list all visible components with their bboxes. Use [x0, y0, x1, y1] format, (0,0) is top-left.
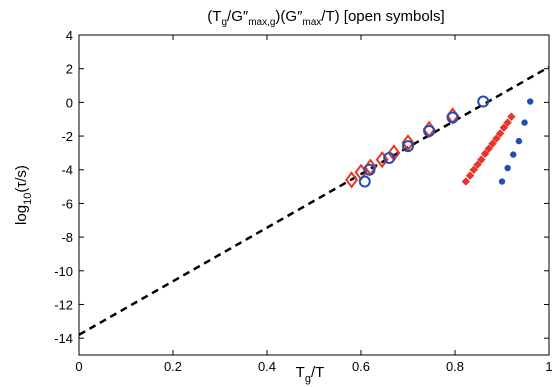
y-tick-label: -8	[61, 230, 73, 245]
y-tick-label: -10	[54, 264, 73, 279]
filled-circle-point	[527, 98, 533, 104]
x-tick-label: 0.2	[164, 359, 182, 374]
plot-area	[79, 35, 549, 355]
y-tick-label: -4	[61, 163, 73, 178]
x-axis-title: Tg/T	[296, 364, 325, 385]
filled-circle-point	[510, 151, 516, 157]
filled-circle-point	[499, 178, 505, 184]
x-tick-label: 0	[75, 359, 82, 374]
x-tick-label: 0.8	[446, 359, 464, 374]
y-axis-title: log10(τ/s)	[13, 165, 34, 225]
y-tick-label: 4	[66, 28, 73, 43]
filled-circle-point	[521, 119, 527, 125]
x-tick-label: 0.4	[258, 359, 276, 374]
y-tick-label: -6	[61, 196, 73, 211]
x-tick-label: 0.6	[352, 359, 370, 374]
filled-circle-point	[504, 165, 510, 171]
y-tick-label: 0	[66, 95, 73, 110]
y-tick-labels: 4 2 0 -2 -4 -6 -8 -10 -12 -14	[54, 28, 73, 346]
y-tick-label: -12	[54, 297, 73, 312]
y-tick-label: -14	[54, 331, 73, 346]
chart-title: (Tg/G″max,g)(G″max/T) [open symbols]	[207, 8, 444, 28]
filled-circle-point	[516, 138, 522, 144]
y-tick-label: 2	[66, 62, 73, 77]
y-tick-label: -2	[61, 129, 73, 144]
x-tick-label: 1	[545, 359, 552, 374]
